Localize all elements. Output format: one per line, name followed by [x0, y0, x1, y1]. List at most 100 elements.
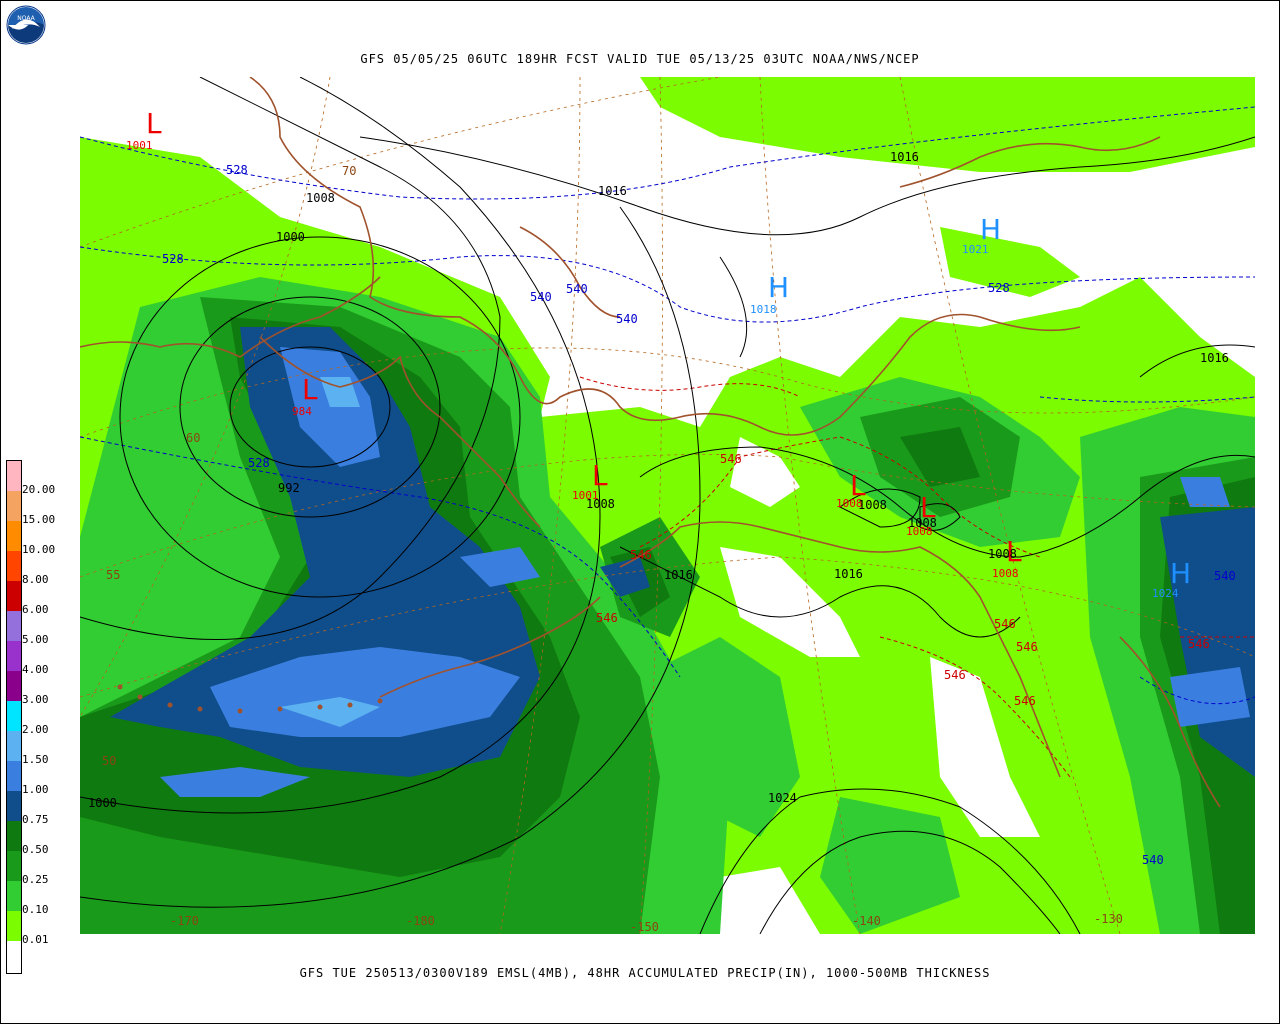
legend-label: 2.00	[22, 723, 49, 736]
low-center-value: 1008	[906, 525, 933, 538]
legend-label: 0.75	[22, 813, 49, 826]
legend-label: 0.25	[22, 873, 49, 886]
aleutian-islands	[117, 684, 383, 714]
legend-label: 20.00	[22, 483, 56, 496]
thickness-label: 546	[720, 452, 742, 466]
isobar-label: 1016	[664, 568, 693, 582]
isobar-label: 1016	[598, 184, 627, 198]
legend-label: 4.00	[22, 663, 49, 676]
lat-label: 60	[186, 431, 200, 445]
legend-swatch	[7, 611, 21, 641]
high-center-value: 1024	[1152, 587, 1179, 600]
low-center-symbol: L	[146, 107, 162, 140]
lon-label: -150	[630, 920, 659, 934]
legend-label: 0.01	[22, 933, 49, 946]
lon-label: -140	[852, 914, 881, 928]
low-center-symbol: L	[920, 491, 936, 524]
legend-label: 1.00	[22, 783, 49, 796]
low-center-symbol: L	[1006, 535, 1022, 568]
lon-label: -170	[170, 914, 199, 928]
legend-swatch	[7, 911, 21, 941]
svg-text:NOAA: NOAA	[17, 15, 35, 22]
legend-label: 15.00	[22, 513, 56, 526]
high-center-symbol: H	[980, 213, 1001, 246]
thickness-label: 546	[1016, 640, 1038, 654]
low-center-value: 1008	[836, 497, 863, 510]
isobar-label: 1008	[858, 498, 887, 512]
isobar-label: 1008	[586, 497, 615, 511]
legend-label: 6.00	[22, 603, 49, 616]
legend-swatch	[7, 641, 21, 671]
low-center-value: 1008	[992, 567, 1019, 580]
isobar-label: 1000	[88, 796, 117, 810]
thickness-label: 546	[596, 611, 618, 625]
legend-swatch	[7, 761, 21, 791]
chart-title: GFS 05/05/25 06UTC 189HR FCST VALID TUE …	[360, 52, 920, 66]
legend-label: 1.50	[22, 753, 49, 766]
high-center-value: 1021	[962, 243, 989, 256]
lat-label: 70	[342, 164, 356, 178]
thickness-label: 546	[944, 668, 966, 682]
legend-swatch	[7, 671, 21, 701]
precip-legend	[6, 460, 22, 974]
legend-label: 0.50	[22, 843, 49, 856]
thickness-lines-warm	[579, 376, 1255, 778]
lat-label: 50	[102, 754, 116, 768]
legend-label: 5.00	[22, 633, 49, 646]
legend-label: 8.00	[22, 573, 49, 586]
legend-swatch	[7, 461, 21, 491]
isobar-label: 1016	[890, 150, 919, 164]
legend-swatch	[7, 851, 21, 881]
thickness-label: 540	[530, 290, 552, 304]
low-center-symbol: L	[592, 459, 608, 492]
legend-label: 10.00	[22, 543, 56, 556]
legend-swatch	[7, 551, 21, 581]
thickness-label: 540	[566, 282, 588, 296]
thickness-label: 528	[248, 456, 270, 470]
thickness-lines-cold	[80, 106, 1255, 705]
legend-swatch	[7, 701, 21, 731]
high-center-symbol: H	[1170, 557, 1191, 590]
legend-swatch	[7, 881, 21, 911]
legend-swatch	[7, 581, 21, 611]
legend-swatch	[7, 821, 21, 851]
thickness-label: 546	[1014, 694, 1036, 708]
thickness-label: 540	[1142, 853, 1164, 867]
isobar-label: 1024	[768, 791, 797, 805]
lon-label: -130	[1094, 912, 1123, 926]
thickness-labels-cold: 528 528 540 540 540 528 528 540 540	[162, 163, 1236, 867]
pressure-centers: L 1001 L 984 L 1001 L 1008 L 1008 L 1008…	[126, 107, 1191, 600]
precip-100-area	[160, 347, 1250, 797]
forecast-map: L 1001 L 984 L 1001 L 1008 L 1008 L 1008…	[80, 77, 1255, 934]
chart-caption: GFS TUE 250513/0300V189 EMSL(4MB), 48HR …	[299, 966, 991, 980]
isobar-label: 992	[278, 481, 300, 495]
low-center-symbol: L	[850, 469, 866, 502]
lat-lon-labels: 70 60 55 50 -170 -180 -150 -140 -130	[102, 164, 1123, 934]
isobar-label: 1008	[908, 516, 937, 530]
legend-label: 3.00	[22, 693, 49, 706]
thickness-label: 528	[162, 252, 184, 266]
legend-swatch	[7, 521, 21, 551]
legend-swatch-none	[7, 941, 21, 973]
high-center-symbol: H	[768, 271, 789, 304]
thickness-label: 546	[630, 548, 652, 562]
isobar-labels: 1008 1000 1016 1016 1016 992 1008 1016 1…	[88, 150, 1229, 810]
thickness-label: 528	[988, 281, 1010, 295]
isobar-label: 1016	[834, 567, 863, 581]
thickness-label: 540	[616, 312, 638, 326]
low-center-value: 984	[292, 405, 312, 418]
lon-label: -180	[406, 914, 435, 928]
isobar-label: 1008	[988, 547, 1017, 561]
lat-label: 55	[106, 568, 120, 582]
isobar-label: 1016	[1200, 351, 1229, 365]
legend-swatch	[7, 491, 21, 521]
isobar-label: 1008	[306, 191, 335, 205]
thickness-labels-warm: 546 546 546 546 546 546 546 546	[596, 452, 1210, 708]
low-center-value: 1001	[126, 139, 153, 152]
low-center-symbol: L	[302, 373, 318, 406]
thickness-label: 540	[1214, 569, 1236, 583]
isobar-label: 1000	[276, 230, 305, 244]
isobars	[80, 77, 1255, 934]
noaa-logo: NOAA	[6, 5, 46, 45]
legend-swatch	[7, 791, 21, 821]
